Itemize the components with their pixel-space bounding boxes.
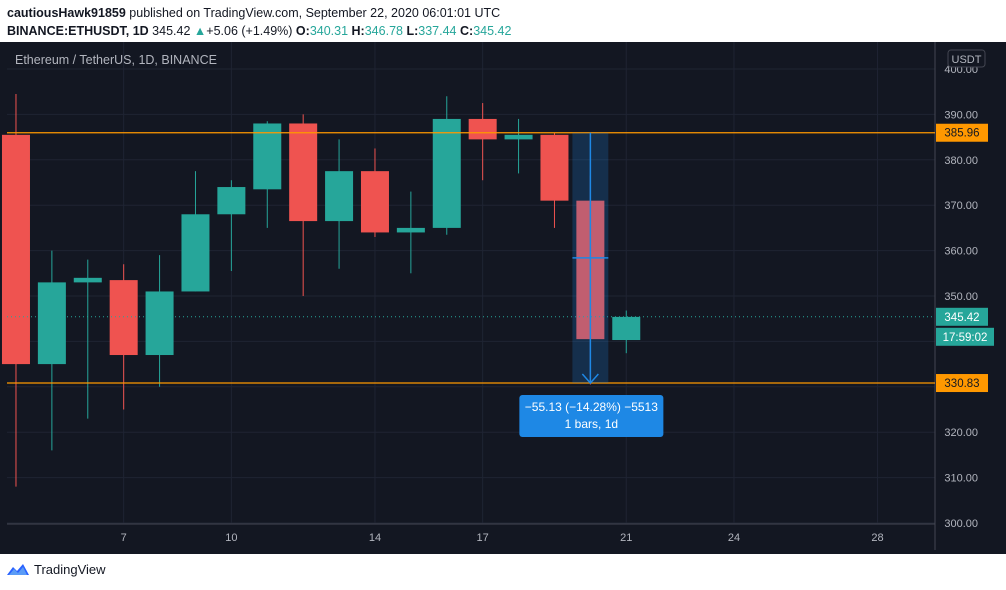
level-badge-label: 330.83	[944, 378, 979, 390]
currency-label: USDT	[952, 54, 982, 66]
x-tick-label: 21	[620, 532, 632, 544]
chart-title: Ethereum / TetherUS, 1D, BINANCE	[15, 53, 217, 67]
x-tick-label: 14	[369, 532, 381, 544]
y-tick-label: 370.00	[944, 200, 978, 212]
candle	[432, 96, 461, 235]
measure-change-text: −55.13 (−14.28%) −5513	[525, 400, 658, 414]
open-value: 340.31	[309, 24, 349, 38]
level-badge	[936, 123, 988, 142]
x-tick-label: 24	[728, 532, 740, 544]
currency-badge[interactable]: USDT	[947, 49, 986, 68]
header: cautiousHawk91859 published on TradingVi…	[7, 4, 997, 40]
last-price-label: 345.42	[944, 312, 979, 324]
footer: TradingView	[6, 562, 106, 577]
candle	[253, 121, 282, 228]
y-tick-label: 320.00	[944, 427, 978, 439]
price-change: +5.06 (+1.49%)	[206, 24, 293, 38]
candle-body	[396, 227, 425, 233]
candle	[325, 139, 354, 269]
x-tick-label: 10	[225, 532, 237, 544]
candle-body	[432, 118, 461, 228]
candle	[145, 255, 174, 387]
tradingview-brand[interactable]: TradingView	[34, 562, 106, 577]
open-label: O:	[295, 24, 310, 38]
candle	[289, 114, 318, 296]
measure-bars-text: 1 bars, 1d	[565, 417, 618, 431]
candle	[217, 180, 246, 272]
candle	[612, 310, 641, 354]
level-badge	[936, 374, 988, 393]
y-tick-label: 350.00	[944, 291, 978, 303]
candle-body	[540, 134, 569, 201]
candle-body	[289, 123, 318, 222]
candle	[504, 118, 533, 174]
candle-body	[109, 280, 138, 356]
tradingview-logo-icon	[7, 563, 29, 575]
candle	[1, 93, 30, 487]
price-chart[interactable]: Ethereum / TetherUS, 1D, BINANCE −55.13 …	[0, 42, 1006, 554]
published-text: published on TradingView.com, September …	[129, 6, 501, 20]
high-value: 346.78	[364, 24, 403, 38]
author-name[interactable]: cautiousHawk91859	[7, 6, 126, 20]
y-tick-label: 380.00	[944, 155, 978, 167]
up-arrow-icon: ▲	[193, 24, 207, 38]
last-price-badge	[936, 307, 988, 326]
candle-body	[325, 171, 354, 222]
candle-body	[73, 277, 102, 283]
measure-label	[519, 395, 664, 438]
symbol-label: BINANCE:ETHUSDT, 1D	[7, 24, 149, 38]
horizontal-levels	[7, 132, 935, 384]
countdown-label: 17:59:02	[943, 332, 988, 344]
candle	[109, 264, 138, 410]
currency-badge-box	[947, 49, 986, 68]
low-value: 337.44	[418, 24, 457, 38]
publish-line: cautiousHawk91859 published on TradingVi…	[7, 4, 997, 22]
candle-body	[253, 123, 282, 190]
high-label: H:	[351, 24, 365, 38]
time-axis[interactable]: 7 10 14 17 21 24 28	[121, 532, 884, 544]
measure-tool[interactable]: −55.13 (−14.28%) −5513 1 bars, 1d	[519, 132, 664, 438]
candles	[1, 93, 641, 487]
countdown-badge	[936, 327, 994, 346]
candle-body	[612, 316, 641, 341]
close-label: C:	[459, 24, 474, 38]
candle-body	[1, 134, 30, 365]
candle	[181, 171, 210, 292]
candle	[468, 103, 497, 181]
candle-body	[181, 214, 210, 292]
candle-body	[37, 282, 66, 365]
arrow-down-icon	[581, 373, 599, 385]
close-value: 345.42	[473, 24, 512, 38]
ohlc-line: BINANCE:ETHUSDT, 1D 345.42 ▲+5.06 (+1.49…	[7, 22, 997, 40]
low-label: L:	[406, 24, 419, 38]
x-tick-label: 28	[871, 532, 883, 544]
candle-body	[468, 118, 497, 140]
x-tick-label: 7	[121, 532, 127, 544]
y-tick-label: 310.00	[944, 473, 978, 485]
candle-body	[504, 134, 533, 140]
candle	[396, 191, 425, 274]
y-tick-label: 360.00	[944, 246, 978, 258]
y-tick-label: 300.00	[944, 518, 978, 530]
level-badge-label: 385.96	[944, 128, 979, 140]
candle	[360, 148, 389, 237]
grid	[7, 42, 935, 524]
x-tick-label: 17	[477, 532, 489, 544]
candle	[73, 259, 102, 419]
candle-body	[145, 291, 174, 356]
candle	[540, 132, 569, 228]
candle-body	[217, 187, 246, 215]
candle	[37, 250, 66, 451]
y-tick-label: 390.00	[944, 109, 978, 121]
candle-body	[360, 171, 389, 233]
last-price: 345.42	[152, 24, 191, 38]
price-badges: 385.96 330.83 345.42 17:59:02	[936, 123, 994, 393]
